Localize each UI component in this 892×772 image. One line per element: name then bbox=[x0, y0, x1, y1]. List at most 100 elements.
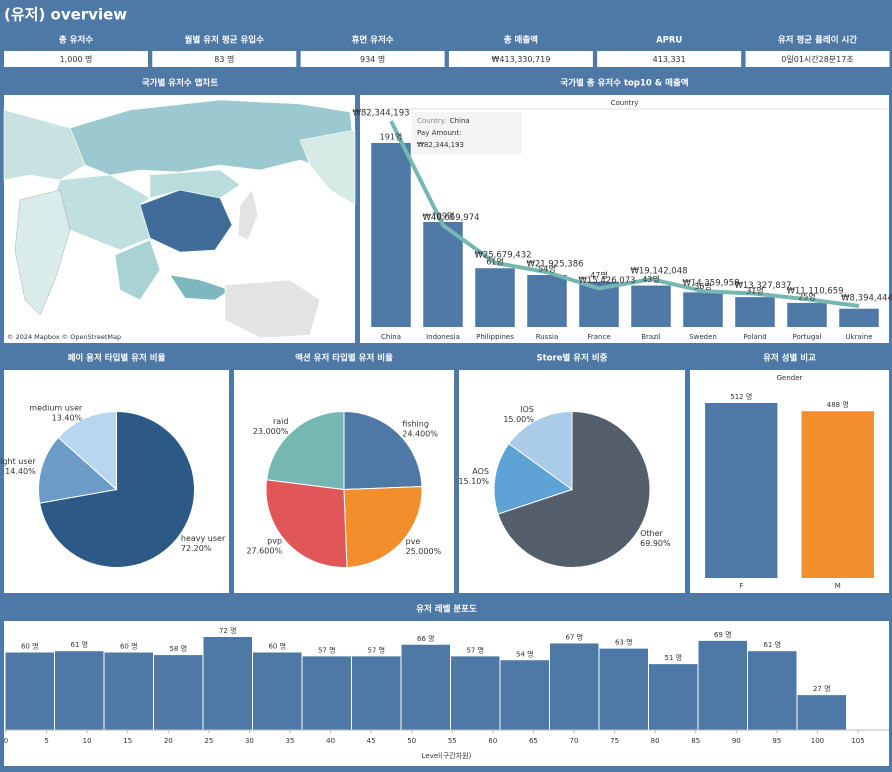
x-tick-label: 20 bbox=[164, 737, 173, 745]
revenue-label: ₩13,327,837 bbox=[734, 281, 791, 291]
bar-label: 60 명 bbox=[21, 642, 39, 651]
x-tick-label: 15 bbox=[123, 737, 132, 745]
pie-slice bbox=[497, 410, 651, 568]
bar bbox=[683, 292, 723, 327]
bar-label: 72 명 bbox=[219, 626, 237, 635]
slice-label: medium user bbox=[29, 403, 83, 412]
bar-label: 58 명 bbox=[169, 644, 187, 653]
pie-slice bbox=[265, 479, 348, 568]
bar-label: 57 명 bbox=[318, 645, 336, 654]
x-tick-label: 25 bbox=[204, 737, 213, 745]
slice-label: IOS bbox=[520, 405, 534, 414]
bar-label: 36명 bbox=[694, 281, 712, 291]
revenue-line bbox=[389, 120, 860, 308]
pie-slice bbox=[266, 410, 345, 491]
category-label: Portugal bbox=[793, 333, 822, 341]
revenue-label: ₩82,344,193 bbox=[352, 109, 409, 119]
slice-value: 15.10% bbox=[458, 477, 489, 486]
pie-slice bbox=[38, 436, 118, 504]
x-tick-label: 35 bbox=[286, 737, 295, 745]
slice-label: light user bbox=[0, 457, 36, 466]
x-tick-label: 0 bbox=[4, 737, 8, 745]
bar bbox=[748, 651, 797, 730]
tooltip-box bbox=[412, 112, 522, 154]
bar bbox=[401, 644, 450, 730]
bar bbox=[104, 652, 153, 730]
revenue-label: ₩21,925,386 bbox=[526, 260, 583, 270]
x-tick-label: 70 bbox=[570, 737, 579, 745]
revenue-label: ₩15,426,073 bbox=[578, 276, 635, 286]
revenue-label: ₩11,110,659 bbox=[786, 287, 843, 297]
bar bbox=[5, 652, 54, 730]
slice-value: 69.90% bbox=[640, 539, 671, 548]
x-tick-label: 100 bbox=[811, 737, 824, 745]
bar-label: 25명 bbox=[798, 291, 816, 301]
panel-title: 유저 레벨 분포도 bbox=[416, 604, 477, 615]
bar-label: 66 명 bbox=[417, 634, 435, 643]
slice-value: 14.40% bbox=[5, 467, 36, 476]
category-label: Poland bbox=[743, 333, 766, 341]
bar bbox=[735, 297, 775, 327]
bar-label: 63 명 bbox=[615, 638, 633, 647]
dashboard-title: (유저) overview bbox=[4, 6, 127, 24]
kpi-label: APRU bbox=[656, 36, 682, 46]
kpi-label: 월별 유저 평균 유입수 bbox=[185, 35, 264, 46]
slice-value: 27.600% bbox=[246, 547, 282, 556]
bar bbox=[698, 640, 747, 730]
category-label: Ukraine bbox=[845, 333, 872, 341]
slice-label: pve bbox=[406, 537, 421, 546]
slice-label: pvp bbox=[267, 537, 282, 546]
bar bbox=[787, 302, 827, 327]
bar-label: 61 명 bbox=[70, 640, 88, 649]
slice-label: Other bbox=[640, 529, 663, 538]
bar bbox=[797, 695, 846, 730]
slice-value: 72.20% bbox=[181, 544, 212, 553]
category-label: M bbox=[835, 582, 841, 590]
kpi-value: 1,000 명 bbox=[60, 54, 93, 64]
x-tick-label: 75 bbox=[610, 737, 619, 745]
kpi-value: 0일01시간28분17초 bbox=[781, 54, 853, 64]
bar bbox=[527, 274, 567, 327]
revenue-label: ₩40,669,974 bbox=[422, 213, 479, 223]
bar bbox=[302, 656, 351, 730]
tooltip-key: Country: bbox=[417, 117, 447, 125]
kpi-box bbox=[4, 51, 148, 67]
tooltip-key: Pay Amount: bbox=[417, 129, 461, 137]
kpi-box bbox=[597, 51, 742, 67]
bar-label: 109명 bbox=[432, 210, 455, 220]
tooltip-line: Country: China bbox=[417, 117, 470, 125]
category-label: Sweden bbox=[689, 333, 717, 341]
bar bbox=[154, 655, 203, 730]
kpi-box bbox=[300, 51, 445, 67]
bar bbox=[550, 643, 599, 730]
bar bbox=[371, 143, 411, 327]
slice-value: 25.000% bbox=[406, 547, 442, 556]
kpi-label: 휴면 유저수 bbox=[352, 35, 394, 46]
bar-label: 512 명 bbox=[730, 392, 752, 401]
slice-label: raid bbox=[273, 417, 289, 426]
x-axis-title: Level(구간차원) bbox=[422, 751, 472, 760]
category-label: Indonesia bbox=[426, 333, 460, 341]
bar-label: 61명 bbox=[486, 257, 504, 267]
x-tick-label: 95 bbox=[772, 737, 781, 745]
bar bbox=[839, 308, 879, 327]
slice-label: heavy user bbox=[181, 534, 226, 543]
revenue-label: ₩8,394,444 bbox=[841, 293, 892, 303]
bar-label: 54명 bbox=[538, 263, 556, 273]
revenue-label: ₩25,679,432 bbox=[474, 250, 531, 260]
bar-label: 488 명 bbox=[827, 400, 849, 409]
bar bbox=[451, 656, 500, 730]
category-label: F bbox=[739, 582, 743, 590]
slice-label: AOS bbox=[472, 467, 489, 476]
bar bbox=[705, 403, 778, 578]
slice-label: fishing bbox=[402, 419, 429, 428]
kpi-label: 총 유저수 bbox=[59, 35, 93, 46]
bar-label: 43명 bbox=[642, 274, 660, 284]
kpi-label: 총 매출액 bbox=[504, 35, 538, 46]
bar-label: 60 명 bbox=[120, 642, 138, 651]
bar bbox=[801, 411, 874, 578]
slice-value: 15.00% bbox=[503, 415, 534, 424]
panel-title: 국가별 총 유저수 top10 & 매출액 bbox=[560, 78, 688, 89]
pie-slice bbox=[493, 442, 574, 515]
